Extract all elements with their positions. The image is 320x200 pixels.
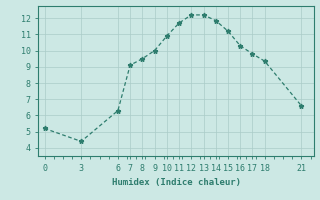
X-axis label: Humidex (Indice chaleur): Humidex (Indice chaleur) (111, 178, 241, 187)
